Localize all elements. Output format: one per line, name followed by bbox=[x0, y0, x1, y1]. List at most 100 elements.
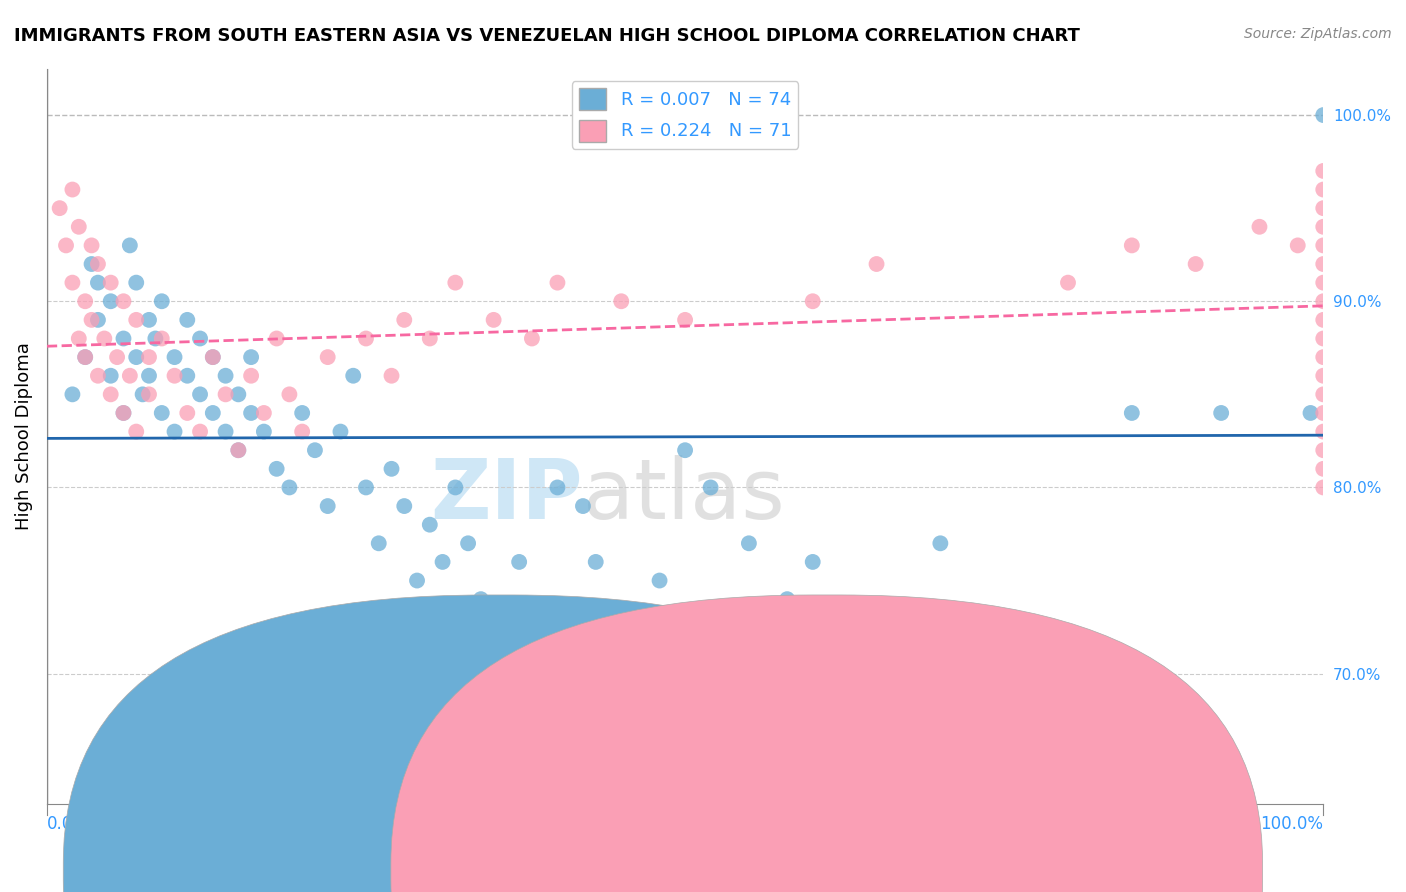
Point bbox=[1121, 238, 1143, 252]
Point bbox=[776, 592, 799, 607]
Point bbox=[610, 294, 633, 309]
Point bbox=[145, 331, 167, 345]
Point bbox=[1312, 201, 1334, 215]
Point bbox=[648, 574, 671, 588]
Point bbox=[291, 425, 314, 439]
Point bbox=[138, 313, 160, 327]
Point bbox=[304, 443, 326, 458]
Point bbox=[150, 406, 173, 420]
Point bbox=[228, 443, 250, 458]
Point bbox=[316, 350, 339, 364]
Point bbox=[1184, 257, 1206, 271]
Point bbox=[48, 201, 70, 215]
Point bbox=[865, 257, 887, 271]
Point bbox=[354, 480, 377, 494]
Point bbox=[201, 406, 224, 420]
Point bbox=[699, 480, 721, 494]
Point bbox=[55, 238, 77, 252]
Point bbox=[1312, 387, 1334, 401]
Point bbox=[1312, 462, 1334, 476]
Point bbox=[1299, 406, 1322, 420]
Point bbox=[432, 555, 454, 569]
Point bbox=[240, 406, 263, 420]
Point bbox=[80, 238, 103, 252]
Text: atlas: atlas bbox=[583, 455, 785, 535]
Point bbox=[118, 368, 141, 383]
Point bbox=[585, 555, 607, 569]
Point bbox=[112, 406, 135, 420]
Point bbox=[1312, 219, 1334, 234]
Point bbox=[354, 331, 377, 345]
Point bbox=[673, 443, 696, 458]
Text: Source: ZipAtlas.com: Source: ZipAtlas.com bbox=[1244, 27, 1392, 41]
Point bbox=[266, 462, 288, 476]
Point bbox=[75, 350, 97, 364]
Text: 100.0%: 100.0% bbox=[1260, 815, 1323, 833]
Point bbox=[673, 313, 696, 327]
Point bbox=[444, 480, 467, 494]
Point bbox=[342, 368, 364, 383]
Point bbox=[125, 350, 148, 364]
Point bbox=[1312, 294, 1334, 309]
Point bbox=[188, 331, 211, 345]
Point bbox=[380, 368, 402, 383]
Point bbox=[1286, 238, 1309, 252]
Point bbox=[201, 350, 224, 364]
Point bbox=[67, 219, 90, 234]
Point bbox=[520, 331, 543, 345]
Point bbox=[75, 350, 97, 364]
Point bbox=[176, 406, 198, 420]
Point bbox=[138, 350, 160, 364]
Point bbox=[188, 425, 211, 439]
Point bbox=[1312, 164, 1334, 178]
Point bbox=[112, 294, 135, 309]
Point bbox=[62, 182, 84, 196]
Point bbox=[75, 294, 97, 309]
Point bbox=[1312, 331, 1334, 345]
Point bbox=[520, 648, 543, 662]
Point bbox=[1312, 182, 1334, 196]
Point bbox=[1312, 480, 1334, 494]
Point bbox=[1312, 257, 1334, 271]
Point bbox=[87, 368, 110, 383]
Point bbox=[214, 387, 236, 401]
Point bbox=[163, 350, 186, 364]
Text: 0.0%: 0.0% bbox=[46, 815, 89, 833]
Point bbox=[112, 331, 135, 345]
Point bbox=[482, 313, 505, 327]
Point bbox=[508, 555, 530, 569]
Point bbox=[367, 536, 389, 550]
Point bbox=[176, 313, 198, 327]
Text: ZIP: ZIP bbox=[430, 455, 583, 535]
Point bbox=[329, 425, 352, 439]
Point bbox=[419, 331, 441, 345]
Point bbox=[291, 406, 314, 420]
Point bbox=[150, 294, 173, 309]
Point bbox=[1312, 406, 1334, 420]
Point bbox=[546, 480, 568, 494]
Legend: R = 0.007   N = 74, R = 0.224   N = 71: R = 0.007 N = 74, R = 0.224 N = 71 bbox=[572, 81, 799, 149]
Point bbox=[188, 387, 211, 401]
Point bbox=[1312, 425, 1334, 439]
Point bbox=[118, 238, 141, 252]
Point bbox=[253, 425, 276, 439]
Point bbox=[266, 331, 288, 345]
Point bbox=[100, 387, 122, 401]
Point bbox=[240, 350, 263, 364]
Point bbox=[112, 406, 135, 420]
Point bbox=[394, 499, 416, 513]
Point bbox=[419, 517, 441, 532]
Point bbox=[240, 368, 263, 383]
Point bbox=[470, 592, 492, 607]
Point bbox=[93, 331, 115, 345]
Point bbox=[738, 536, 761, 550]
Point bbox=[1312, 368, 1334, 383]
Point bbox=[138, 368, 160, 383]
Point bbox=[1249, 219, 1271, 234]
Point bbox=[125, 425, 148, 439]
Point bbox=[1312, 313, 1334, 327]
Point bbox=[62, 276, 84, 290]
Point bbox=[1312, 108, 1334, 122]
Point bbox=[163, 368, 186, 383]
Point bbox=[1312, 350, 1334, 364]
